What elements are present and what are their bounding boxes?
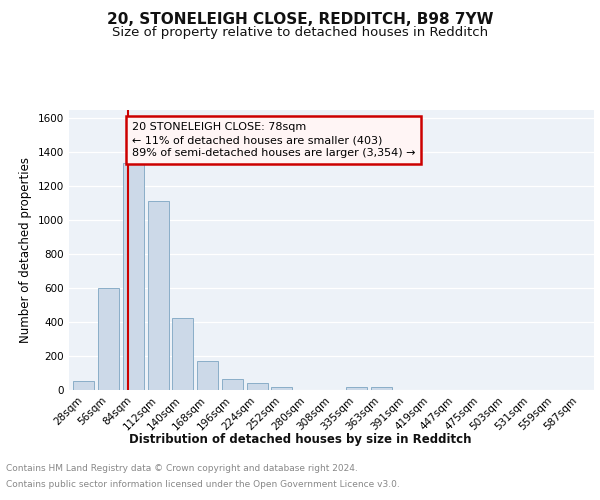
Bar <box>247 383 268 390</box>
Text: Contains public sector information licensed under the Open Government Licence v3: Contains public sector information licen… <box>6 480 400 489</box>
Text: Contains HM Land Registry data © Crown copyright and database right 2024.: Contains HM Land Registry data © Crown c… <box>6 464 358 473</box>
Y-axis label: Number of detached properties: Number of detached properties <box>19 157 32 343</box>
Bar <box>148 201 169 390</box>
Text: 20 STONELEIGH CLOSE: 78sqm
← 11% of detached houses are smaller (403)
89% of sem: 20 STONELEIGH CLOSE: 78sqm ← 11% of deta… <box>132 122 415 158</box>
Text: Size of property relative to detached houses in Redditch: Size of property relative to detached ho… <box>112 26 488 39</box>
Text: Distribution of detached houses by size in Redditch: Distribution of detached houses by size … <box>129 432 471 446</box>
Bar <box>123 162 144 390</box>
Bar <box>371 388 392 390</box>
Bar <box>172 318 193 390</box>
Bar <box>98 288 119 390</box>
Bar <box>346 388 367 390</box>
Bar <box>271 388 292 390</box>
Bar <box>197 361 218 390</box>
Bar <box>222 379 243 390</box>
Bar <box>73 380 94 390</box>
Text: 20, STONELEIGH CLOSE, REDDITCH, B98 7YW: 20, STONELEIGH CLOSE, REDDITCH, B98 7YW <box>107 12 493 28</box>
